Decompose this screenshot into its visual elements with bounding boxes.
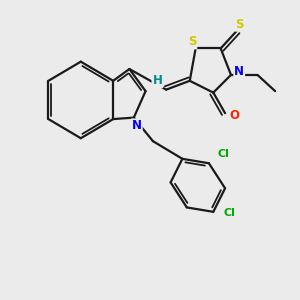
Text: N: N xyxy=(132,119,142,132)
Text: Cl: Cl xyxy=(218,149,230,159)
Text: S: S xyxy=(188,35,197,48)
Text: H: H xyxy=(152,74,162,87)
Text: Cl: Cl xyxy=(224,208,236,218)
Text: N: N xyxy=(234,65,244,78)
Text: O: O xyxy=(229,109,239,122)
Text: S: S xyxy=(236,18,244,31)
